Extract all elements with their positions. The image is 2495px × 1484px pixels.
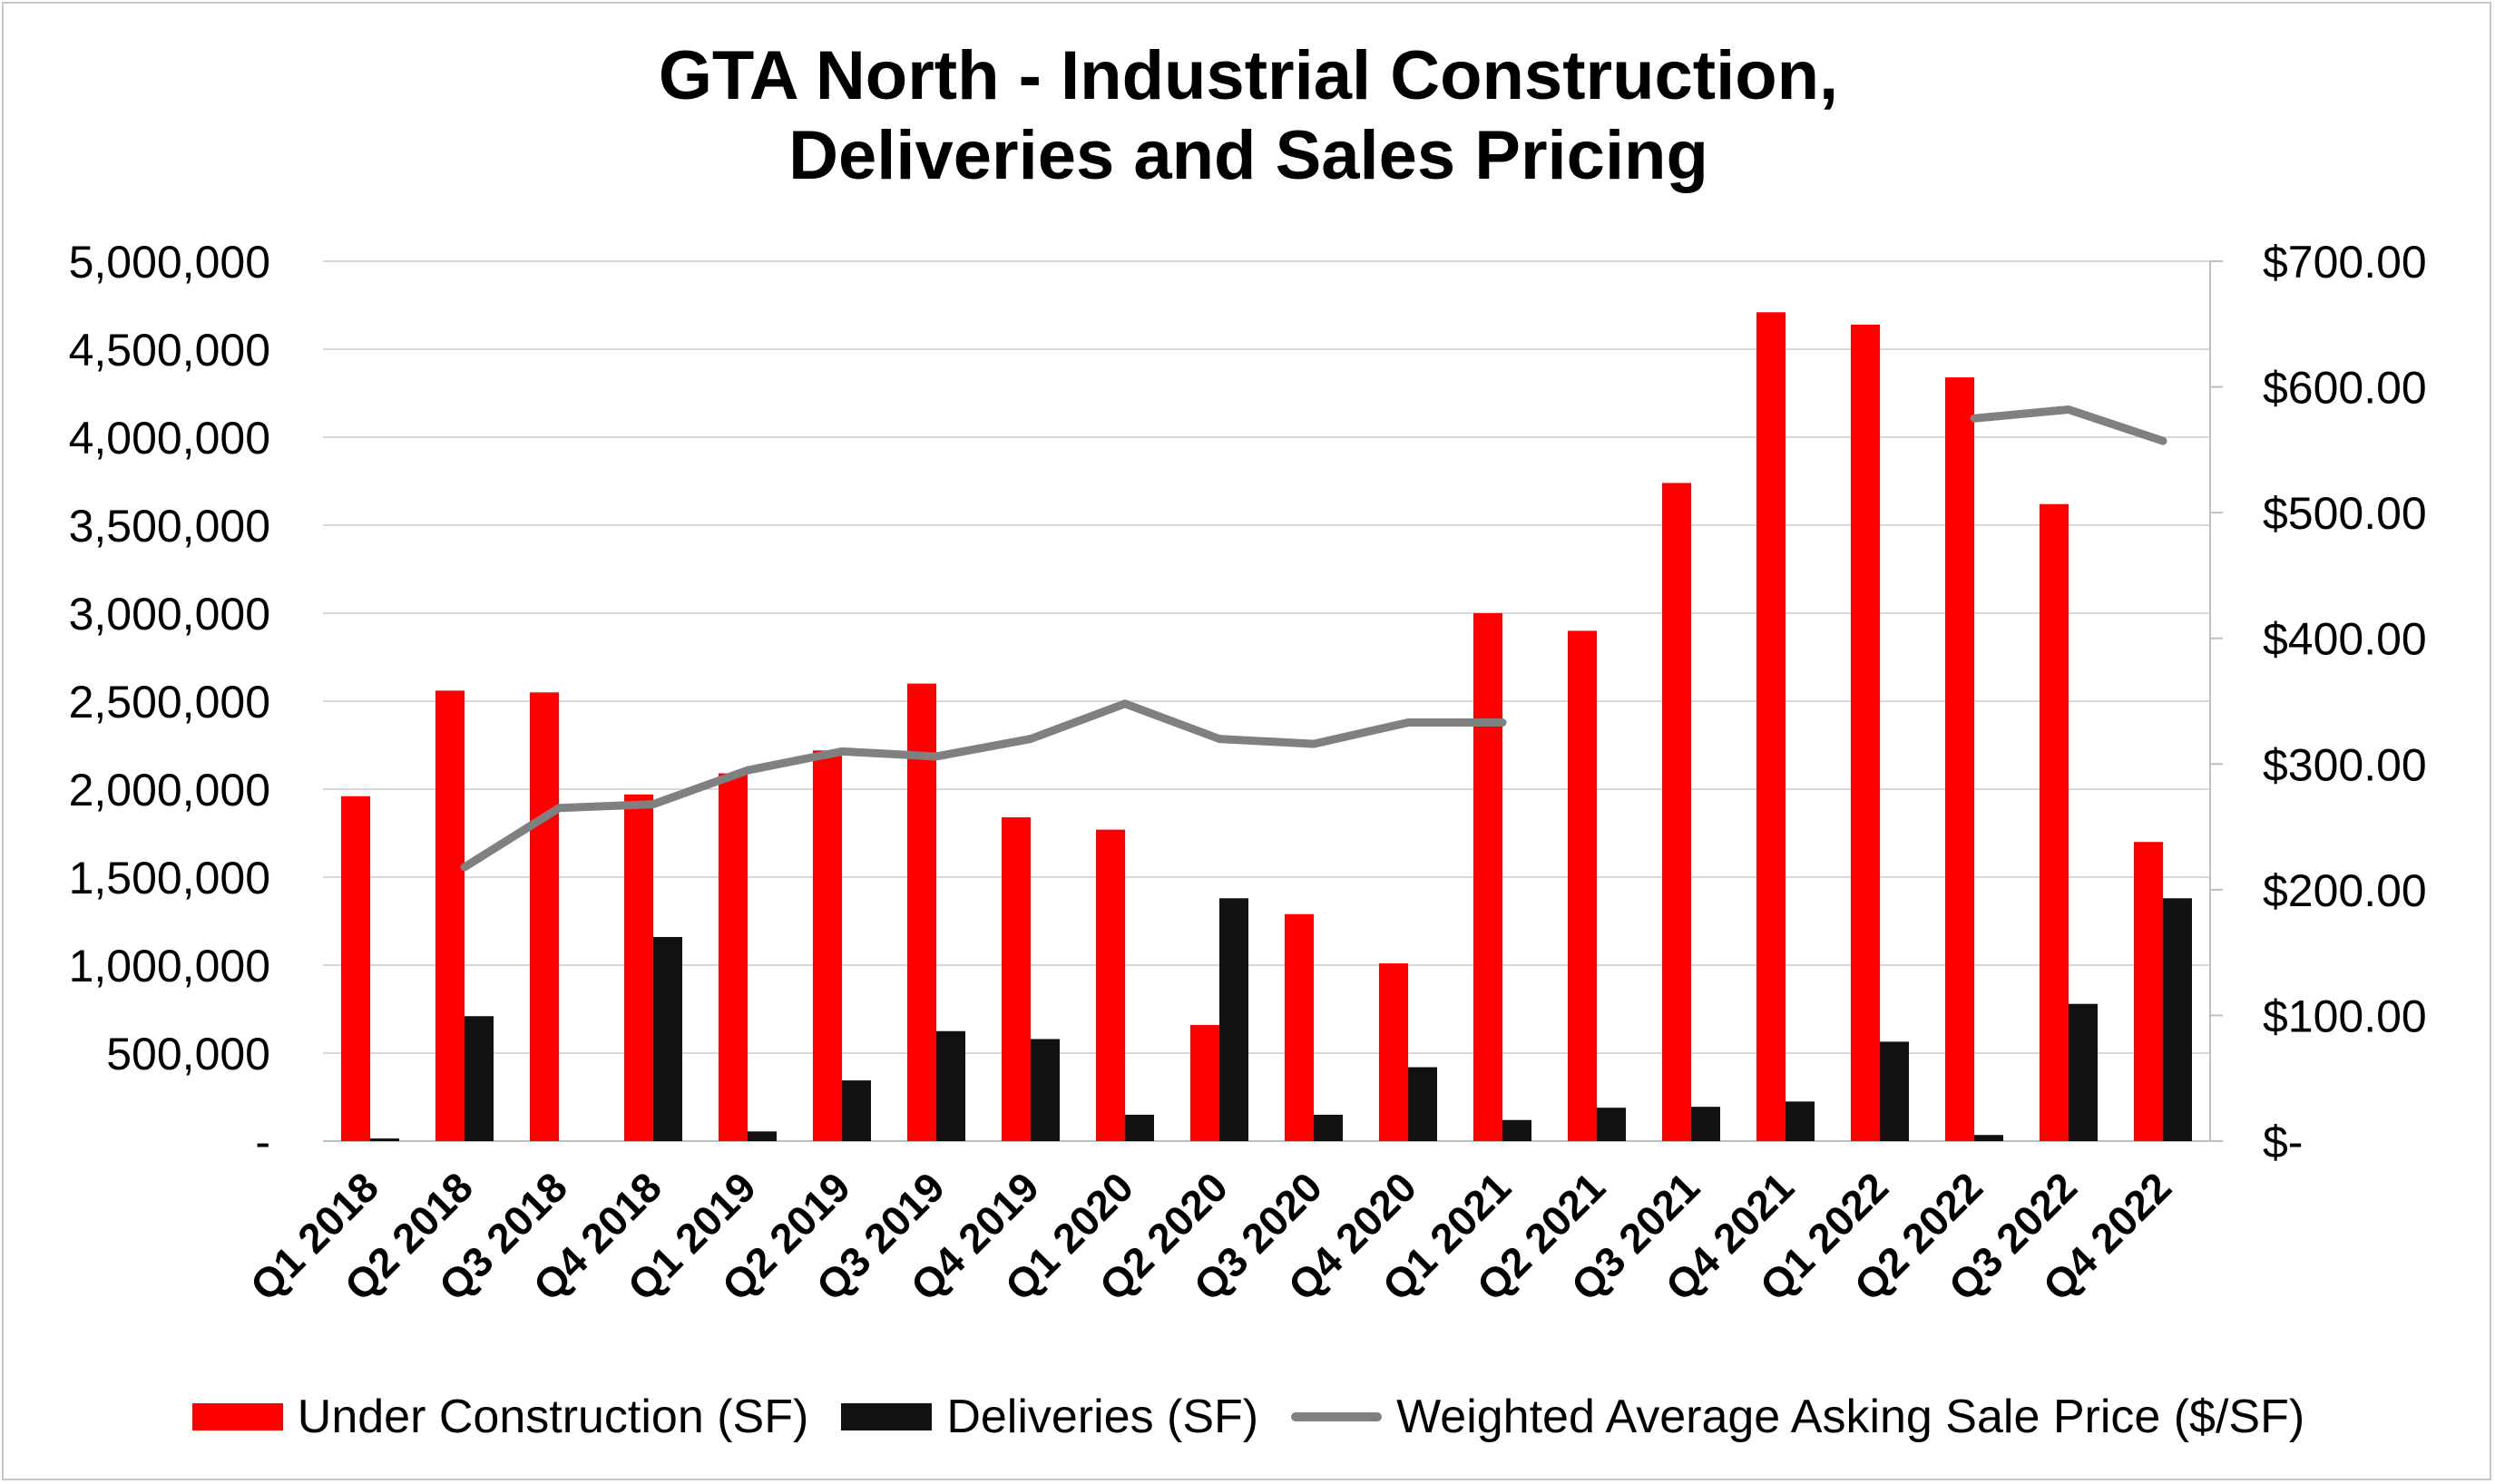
legend-swatch-price bbox=[1291, 1412, 1383, 1421]
bar-deliveries bbox=[1125, 1114, 1154, 1141]
bar-deliveries bbox=[1031, 1039, 1060, 1141]
bar-under-construction bbox=[1756, 312, 1786, 1141]
bar-under-construction bbox=[2134, 842, 2163, 1141]
chart-title-line-1: GTA North - Industrial Construction, bbox=[658, 37, 1839, 114]
bar-deliveries bbox=[2163, 898, 2192, 1141]
right-axis-tick-label: $200.00 bbox=[2263, 865, 2427, 916]
bar-deliveries bbox=[842, 1080, 871, 1141]
bar-deliveries bbox=[1974, 1135, 2003, 1141]
right-axis-tick-label: $700.00 bbox=[2263, 237, 2427, 288]
combo-chart: - 500,000 1,000,000 1,500,000 2,000,000 2,500… bbox=[69, 237, 2427, 1310]
legend-item-price: Weighted Average Asking Sale Price ($/SF… bbox=[1291, 1390, 2304, 1444]
bar-deliveries bbox=[1691, 1107, 1720, 1141]
bar-under-construction bbox=[813, 750, 842, 1141]
left-axis-tick-label: 5,000,000 bbox=[69, 237, 270, 288]
left-axis-tick-label: 500,000 bbox=[106, 1029, 270, 1079]
chart-title: GTA North - Industrial Construction, Del… bbox=[4, 36, 2493, 196]
bar-under-construction bbox=[719, 773, 748, 1141]
bar-deliveries bbox=[465, 1016, 494, 1141]
bar-under-construction bbox=[1096, 829, 1125, 1141]
price-line-segment bbox=[460, 699, 1507, 872]
left-axis-tick-label: 1,000,000 bbox=[69, 941, 270, 991]
bar-under-construction bbox=[435, 690, 465, 1141]
bar-under-construction bbox=[2040, 503, 2069, 1141]
bar-deliveries bbox=[1597, 1108, 1626, 1141]
right-axis-tick-label: $300.00 bbox=[2263, 739, 2427, 790]
bar-under-construction bbox=[1945, 377, 1974, 1141]
bar-deliveries bbox=[748, 1131, 777, 1141]
bar-under-construction bbox=[1285, 913, 1314, 1141]
legend: Under Construction (SF) Deliveries (SF) … bbox=[4, 1384, 2493, 1450]
bar-deliveries bbox=[1408, 1067, 1437, 1141]
legend-swatch-under-construction bbox=[191, 1403, 283, 1430]
legend-swatch-deliveries bbox=[841, 1403, 933, 1430]
bar-deliveries bbox=[653, 936, 682, 1141]
bar-under-construction bbox=[1379, 963, 1408, 1141]
bar-deliveries bbox=[1880, 1041, 1909, 1141]
bar-under-construction bbox=[341, 796, 370, 1141]
bar-under-construction bbox=[1473, 613, 1502, 1141]
left-axis-tick-label: 2,000,000 bbox=[69, 765, 270, 815]
bar-deliveries bbox=[370, 1138, 399, 1141]
chart-title-line-2: Deliveries and Sales Pricing bbox=[788, 117, 1708, 194]
right-axis-tick-label: $400.00 bbox=[2263, 614, 2427, 665]
bar-deliveries bbox=[1786, 1101, 1815, 1141]
left-axis-tick-label: 4,500,000 bbox=[69, 325, 270, 376]
legend-item-deliveries: Deliveries (SF) bbox=[841, 1390, 1258, 1444]
bar-under-construction bbox=[624, 794, 653, 1141]
right-axis-tick-label: $- bbox=[2263, 1117, 2303, 1167]
left-axis-tick-label: 2,500,000 bbox=[69, 677, 270, 727]
left-axis-tick-label: - bbox=[255, 1117, 270, 1167]
bar-deliveries bbox=[936, 1030, 965, 1141]
legend-label-deliveries: Deliveries (SF) bbox=[946, 1391, 1259, 1443]
bar-deliveries bbox=[1502, 1119, 1531, 1141]
left-axis-tick-label: 4,000,000 bbox=[69, 413, 270, 464]
legend-label-price: Weighted Average Asking Sale Price ($/SF… bbox=[1396, 1391, 2305, 1443]
bar-under-construction bbox=[1662, 483, 1691, 1141]
bar-under-construction bbox=[1002, 817, 1031, 1141]
left-axis-tick-label: 3,000,000 bbox=[69, 589, 270, 639]
bar-deliveries bbox=[2069, 1003, 2098, 1141]
right-axis-tick-label: $500.00 bbox=[2263, 488, 2427, 539]
bar-under-construction bbox=[1568, 630, 1597, 1141]
legend-label-under-construction: Under Construction (SF) bbox=[297, 1391, 809, 1443]
left-axis-tick-label: 1,500,000 bbox=[69, 853, 270, 903]
bar-under-construction bbox=[1190, 1024, 1219, 1141]
bar-under-construction bbox=[1851, 324, 1880, 1142]
bar-deliveries bbox=[1314, 1114, 1343, 1141]
right-axis-tick-label: $100.00 bbox=[2263, 991, 2427, 1041]
bar-under-construction bbox=[530, 692, 559, 1141]
right-axis-tick-label: $600.00 bbox=[2263, 363, 2427, 414]
left-axis-tick-label: 3,500,000 bbox=[69, 501, 270, 552]
price-line-segment bbox=[1970, 405, 2167, 445]
legend-item-under-construction: Under Construction (SF) bbox=[191, 1390, 809, 1444]
bar-deliveries bbox=[1219, 898, 1248, 1141]
